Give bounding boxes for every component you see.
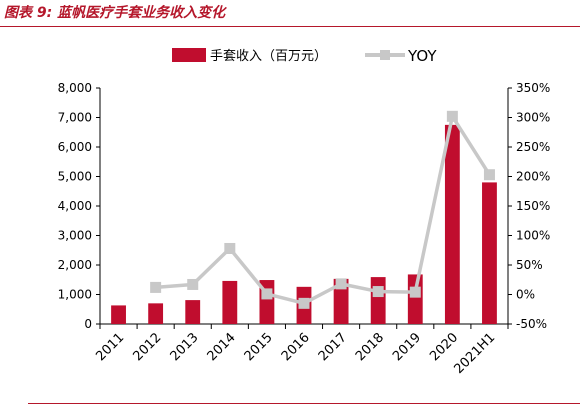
yoy-point-2015 — [261, 288, 273, 300]
x-tick-label: 2015 — [242, 330, 276, 364]
y-left-tick-label: 1,000 — [58, 288, 92, 302]
yoy-point-2012 — [150, 281, 162, 293]
y-left-tick-label: 4,000 — [58, 199, 92, 213]
yoy-line — [155, 114, 491, 306]
figure-title: 图表 9: 蓝帆医疗手套业务收入变化 — [4, 5, 226, 21]
x-tick-label: 2017 — [316, 330, 350, 364]
y-left-tick-label: 3,000 — [58, 229, 92, 243]
yoy-point-2018 — [372, 286, 384, 298]
legend: 手套收入（百万元） YOY — [172, 47, 437, 65]
bar-2012 — [148, 303, 164, 324]
legend-label-bars: 手套收入（百万元） — [210, 48, 327, 64]
y-left-tick-label: 5,000 — [58, 170, 92, 184]
bar-2019 — [407, 274, 423, 324]
x-tick-label: 2016 — [279, 330, 313, 364]
bar-2020 — [444, 124, 460, 324]
title-rule — [0, 26, 580, 27]
yoy-point-2013 — [187, 278, 199, 290]
y-right-tick-label: 100% — [516, 229, 550, 243]
y-right-tick-label: 150% — [516, 199, 550, 213]
y-left-tick-label: 2,000 — [58, 258, 92, 272]
y-right-tick-label: -50% — [516, 317, 547, 331]
legend-swatch-bars — [172, 48, 206, 62]
yoy-point-2019 — [409, 286, 421, 298]
y-left-tick-label: 8,000 — [58, 81, 92, 95]
x-tick-label: 2011 — [93, 330, 127, 364]
bar-2021H1 — [482, 182, 497, 324]
legend-label-yoy: YOY — [407, 47, 437, 65]
x-tick-label: 2012 — [130, 330, 164, 364]
yoy-line-series — [150, 110, 495, 309]
x-tick-label: 2021H1 — [452, 330, 499, 377]
y-right-tick-label: 300% — [516, 111, 550, 125]
x-tick-label: 2013 — [168, 330, 202, 364]
bar-series — [111, 124, 497, 324]
bar-2017 — [333, 278, 349, 324]
y-right-tick-label: 50% — [516, 258, 543, 272]
yoy-point-2021H1 — [483, 169, 495, 181]
yoy-point-2017 — [335, 278, 347, 290]
y-right-tick-label: 250% — [516, 140, 550, 154]
bar-2018 — [370, 277, 386, 324]
y-right-tick-label: 0% — [516, 288, 535, 302]
yoy-point-2014 — [224, 242, 236, 254]
y-left-tick-label: 7,000 — [58, 111, 92, 125]
yoy-point-2020 — [446, 110, 458, 122]
y-right-tick-label: 200% — [516, 170, 550, 184]
legend-marker-yoy — [380, 50, 390, 60]
x-tick-label: 2018 — [353, 330, 387, 364]
y-left-tick-label: 6,000 — [58, 140, 92, 154]
yoy-point-2016 — [298, 297, 310, 309]
bar-2013 — [185, 300, 201, 324]
bottom-rule — [28, 403, 580, 404]
axes: 0 1,000 2,000 3,000 4,000 5,000 6,000 7,000 8,00… — [58, 81, 551, 331]
x-tick-label: 2020 — [427, 330, 461, 364]
bar-2014 — [222, 280, 238, 324]
x-tick-label: 2019 — [390, 330, 424, 364]
x-tick-labels: 2011 2012 2013 2014 2015 2016 2017 2018 2019 2020… — [93, 330, 498, 377]
x-tick-label: 2014 — [205, 330, 239, 364]
y-right-tick-label: 350% — [516, 81, 550, 95]
y-left-tick-label: 0 — [84, 317, 92, 331]
bar-2011 — [111, 305, 126, 324]
